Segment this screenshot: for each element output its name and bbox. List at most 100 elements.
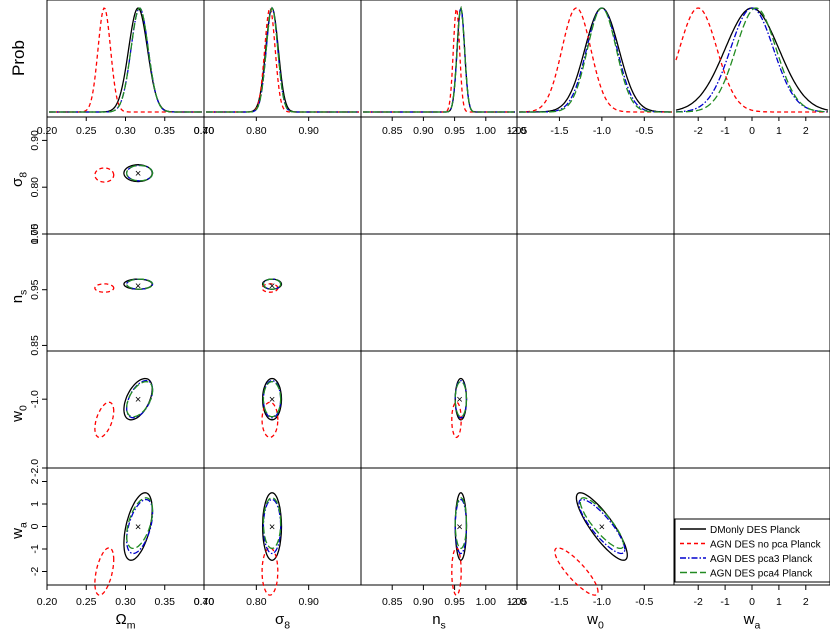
x-axis-label-Om: Ωm — [116, 611, 136, 632]
prob-curve-w0 — [519, 7, 672, 113]
x-tick-label-Om: 0.20 — [37, 596, 58, 608]
y-tick-label-w0: -1.0 — [29, 390, 41, 408]
panel-2-2 — [360, 233, 518, 352]
contour-panel-Om-ns: × — [94, 278, 154, 293]
top-x-tick-label-wa: -2 — [694, 125, 703, 137]
prob-curve-Om — [49, 7, 202, 113]
x-tick-label-ns: 0.85 — [382, 596, 403, 608]
panel-3-2 — [360, 350, 518, 469]
contour-w0-wa — [578, 498, 626, 555]
x-tick-label-ns: 1.00 — [476, 596, 497, 608]
fiducial-marker: × — [135, 280, 141, 292]
prob-curve-wa — [676, 7, 828, 113]
x-tick-label-ns: 0.95 — [444, 596, 465, 608]
x-axis-label-Om-text: Ωm — [116, 611, 136, 632]
panel-1-1 — [203, 116, 362, 235]
panel-2-0 — [46, 233, 205, 352]
panel-0-0 — [46, 0, 205, 118]
prob-label: Prob — [9, 40, 28, 76]
contour-Om-s8 — [94, 167, 115, 183]
legend: DMonly DES Planck AGN DES no pca Planck AG… — [674, 518, 830, 583]
y-tick-label-text: 0.80 — [29, 177, 41, 198]
x-tick-label-s8: 0.90 — [298, 596, 319, 608]
prob-curve-ns — [363, 5, 515, 113]
legend-label: AGN DES pca3 Planck — [710, 554, 813, 565]
contour-w0-wa — [579, 497, 625, 550]
y-axis-label-s8-text: σ8 — [9, 172, 30, 187]
top-x-tick-label-wa: 0 — [749, 125, 755, 137]
x-tick-label-Om: 0.25 — [76, 596, 97, 608]
contour-panel-Om-wa: × — [94, 492, 154, 596]
top-x-tick-label-Om: 0.30 — [115, 125, 136, 137]
prob-curve-w0 — [519, 7, 672, 113]
contour-panel-Om-s8: × — [94, 164, 154, 183]
y-tick-label-text: -2.0 — [29, 459, 41, 477]
y-tick-label-s8: 0.70 — [29, 224, 41, 245]
prob-curve-Om — [49, 7, 202, 113]
y-tick-label-text: 2 — [29, 478, 41, 484]
y-axis-label-s8: σ8 — [9, 172, 30, 187]
panel-3-3 — [516, 350, 675, 469]
top-x-tick-label-s8: 0.70 — [194, 125, 215, 137]
fiducial-marker: × — [456, 394, 462, 406]
top-x-tick-label-w0: -1.5 — [550, 125, 568, 137]
y-tick-label-ns: 0.85 — [29, 335, 41, 356]
contour-ns-w0 — [454, 380, 468, 418]
contour-panel-w0-wa: × — [554, 492, 628, 596]
panel-4-1 — [203, 467, 362, 586]
x-axis-label-w0: w0 — [586, 611, 604, 632]
y-tick-label-text: 1 — [29, 501, 41, 507]
fiducial-marker: × — [135, 168, 141, 180]
x-tick-label-w0: -0.5 — [635, 596, 653, 608]
x-tick-label-s8: 0.70 — [194, 596, 215, 608]
contour-w0-wa — [554, 547, 599, 596]
contour-Om-wa — [126, 497, 154, 550]
prob-curve-wa — [675, 7, 828, 113]
y-tick-label-wa: 2 — [29, 478, 41, 484]
panel-0-2 — [360, 0, 518, 118]
fiducial-marker: × — [269, 394, 275, 406]
x-tick-label-w0: -1.0 — [593, 596, 611, 608]
contour-panel-s8-w0: × — [261, 377, 283, 439]
x-axis-label-ns: ns — [432, 611, 446, 632]
y-tick-label-wa: 1 — [29, 501, 41, 507]
contour-Om-wa — [126, 498, 154, 555]
x-tick-label-Om: 0.30 — [115, 596, 136, 608]
x-tick-label-ns: 1.05 — [507, 596, 528, 608]
y-tick-label-text: -1.0 — [29, 390, 41, 408]
fiducial-marker: × — [269, 522, 275, 534]
y-tick-label-text: 0.95 — [29, 279, 41, 300]
panel-2-1 — [203, 233, 362, 352]
panel-2-4 — [673, 233, 830, 352]
x-axis-label-s8-text: σ8 — [275, 611, 290, 632]
panel-0-1 — [203, 0, 362, 118]
panel-3-0 — [46, 350, 205, 469]
y-tick-label-ns: 1.05 — [29, 224, 41, 245]
y-tick-label-text: -1 — [29, 544, 41, 553]
top-x-tick-label-Om: 0.20 — [37, 125, 58, 137]
contour-s8-wa — [262, 497, 282, 550]
y-axis-label-ns: ns — [9, 290, 30, 304]
y-tick-label-w0: -2.0 — [29, 459, 41, 477]
y-tick-label-s8: 0.90 — [29, 130, 41, 151]
x-tick-label-wa: -2 — [694, 596, 703, 608]
panel-4-2 — [360, 467, 518, 586]
contour-Om-w0 — [94, 401, 115, 439]
prob-curve-s8 — [206, 6, 359, 113]
x-axis-label-wa-text: wa — [743, 611, 761, 632]
top-x-tick-label-s8: 0.90 — [298, 125, 319, 137]
top-x-tick-label-s8: 0.80 — [246, 125, 267, 137]
contour-s8-wa — [262, 498, 282, 555]
x-axis-label-w0-text: w0 — [586, 611, 604, 632]
legend-label: AGN DES pca4 Planck — [710, 569, 813, 580]
x-axis-label-s8: σ8 — [275, 611, 290, 632]
prob-label-text: Prob — [9, 40, 28, 76]
x-tick-label-w0: -2.0 — [508, 596, 526, 608]
contour-s8-ns — [262, 278, 282, 290]
prob-curve-s8 — [206, 6, 359, 113]
top-x-tick-label-Om: 0.40 — [194, 125, 215, 137]
top-x-tick-label-ns: 1.00 — [476, 125, 497, 137]
top-x-tick-label-wa: 2 — [803, 125, 809, 137]
contour-panel-Om-w0: × — [94, 377, 154, 439]
